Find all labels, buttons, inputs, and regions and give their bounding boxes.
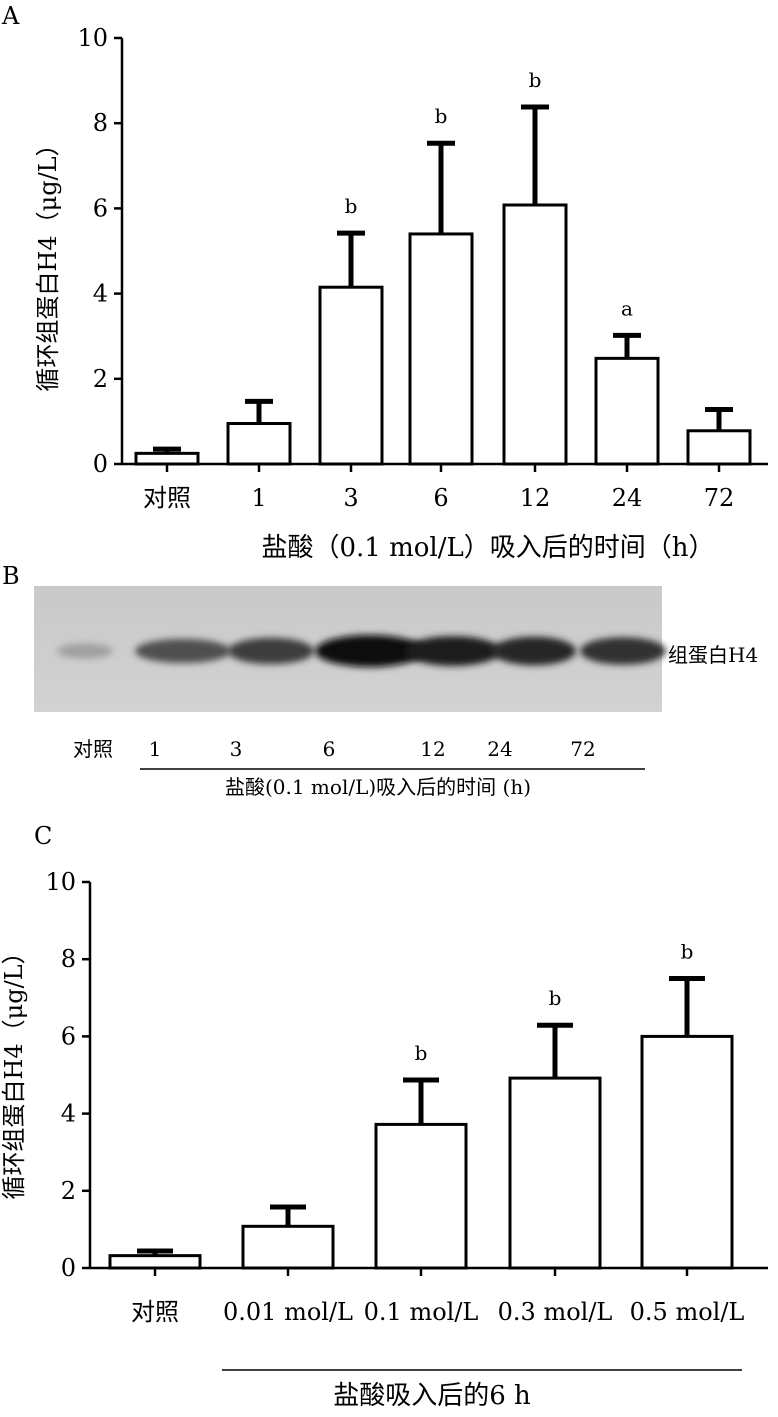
chart-c-category-label: 0.1 mol/L <box>364 1298 479 1326</box>
chart-a-category-label: 3 <box>343 484 358 512</box>
blot-lane-labels: 对照 1 3 6 12 24 72 <box>73 737 596 761</box>
chart-c-significance-label: b <box>549 986 562 1010</box>
blot-band <box>315 635 425 667</box>
chart-c-bar <box>640 1034 734 1270</box>
western-blot <box>34 586 666 712</box>
chart-a-significance-label: a <box>621 296 633 320</box>
chart-c-bar <box>508 1076 602 1270</box>
blot-band <box>57 643 113 659</box>
blot-lane-label: 24 <box>487 737 512 761</box>
chart-a-category-label: 12 <box>520 484 551 512</box>
chart-a-bar <box>318 285 384 466</box>
blot-band <box>228 637 314 665</box>
chart-a-bar <box>134 451 200 466</box>
blot-lane-label: 对照 <box>73 737 113 761</box>
chart-a-y-tick-label: 4 <box>93 280 108 308</box>
chart-c-significance-label: b <box>681 940 694 964</box>
chart-c-category-label: 0.5 mol/L <box>630 1298 745 1326</box>
blot-protein-label: 组蛋白H4 <box>668 643 758 667</box>
chart-c-xlabel: 盐酸吸入后的6 h <box>333 1381 531 1411</box>
blot-band <box>492 636 576 666</box>
blot-band <box>135 638 231 664</box>
blot-band <box>405 636 501 666</box>
chart-a-y-tick-label: 2 <box>93 365 108 393</box>
chart-c-y-tick-label: 4 <box>61 1100 76 1128</box>
chart-a-y-tick-label: 0 <box>93 450 108 478</box>
chart-a-bar <box>686 429 752 466</box>
chart-c: 0 2 4 6 8 10 对照 0.01 mol/L b 0.1 mol/L b 0.3 mol/L b… <box>45 868 768 1326</box>
chart-a-category-label: 1 <box>251 484 266 512</box>
chart-c-ylabel: 循环组蛋白H4（μg/L） <box>0 940 28 1199</box>
chart-a-category-label: 24 <box>612 484 643 512</box>
chart-a-significance-label: b <box>345 194 358 218</box>
chart-c-y-tick-label: 10 <box>45 868 76 896</box>
chart-c-category-label: 0.01 mol/L <box>223 1298 353 1326</box>
chart-a-ylabel: 循环组蛋白H4（μg/L） <box>34 132 62 391</box>
chart-a-y-tick-label: 8 <box>93 109 108 137</box>
panel-b-letter: B <box>2 562 20 590</box>
blot-lane-label: 6 <box>323 737 336 761</box>
chart-a-bar <box>226 422 292 466</box>
chart-c-significance-label: b <box>415 1041 428 1065</box>
panel-c-letter: C <box>34 822 52 850</box>
chart-a-bar <box>594 356 660 466</box>
chart-a-category-label: 对照 <box>143 484 191 512</box>
chart-c-y-tick-label: 2 <box>61 1177 76 1205</box>
blot-xlabel: 盐酸(0.1 mol/L)吸入后的时间 (h) <box>225 775 531 799</box>
blot-lane-label: 72 <box>570 737 595 761</box>
chart-c-category-label: 对照 <box>131 1298 179 1326</box>
chart-c-bar <box>241 1224 335 1270</box>
blot-lane-label: 1 <box>149 737 162 761</box>
chart-c-y-tick-label: 8 <box>61 945 76 973</box>
chart-a-xlabel: 盐酸（0.1 mol/L）吸入后的时间（h） <box>261 533 714 563</box>
panel-a-letter: A <box>1 2 20 30</box>
chart-a-y-tick-label: 6 <box>93 194 108 222</box>
blot-lane-label: 12 <box>420 737 445 761</box>
chart-c-y-tick-label: 6 <box>61 1022 76 1050</box>
chart-c-y-tick-label: 0 <box>61 1254 76 1282</box>
blot-lane-label: 3 <box>230 737 243 761</box>
chart-c-bar <box>108 1254 202 1270</box>
chart-a-significance-label: b <box>435 104 448 128</box>
blot-band <box>580 637 666 665</box>
chart-a-category-label: 6 <box>433 484 448 512</box>
chart-a-bar <box>408 232 474 466</box>
chart-c-bar <box>374 1122 468 1270</box>
chart-a-bar <box>502 203 568 466</box>
chart-a-y-tick-label: 10 <box>77 24 108 52</box>
chart-a-significance-label: b <box>529 68 542 92</box>
chart-c-category-label: 0.3 mol/L <box>498 1298 613 1326</box>
chart-a-category-label: 72 <box>704 484 735 512</box>
